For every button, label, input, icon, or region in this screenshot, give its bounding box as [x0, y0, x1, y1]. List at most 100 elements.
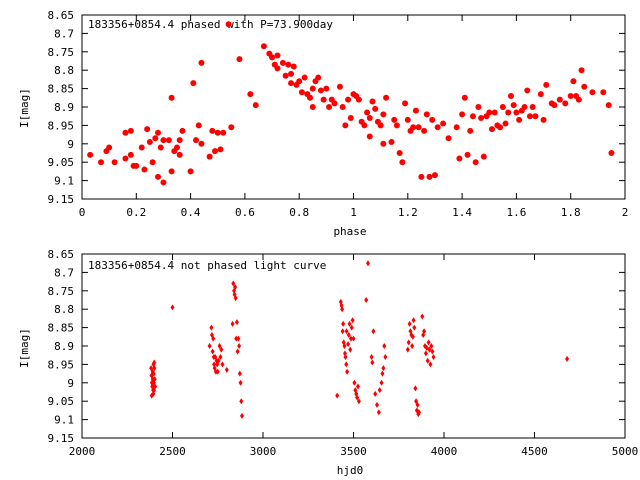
data-point [345, 368, 350, 375]
data-point [410, 333, 415, 340]
phased-chart-ylabel: I[mag] [18, 88, 31, 128]
data-point [214, 129, 221, 136]
data-point [153, 383, 158, 390]
x-tick-label: 1.8 [561, 206, 581, 219]
y-tick-label: 9.15 [48, 193, 75, 206]
data-point [224, 366, 229, 373]
data-point [581, 83, 588, 90]
data-point [373, 390, 378, 397]
data-point [210, 348, 215, 355]
data-point [187, 168, 194, 175]
data-point [469, 113, 476, 120]
data-point [464, 151, 471, 158]
y-tick-label: 9.1 [54, 175, 74, 188]
data-point [274, 65, 281, 72]
data-point [396, 150, 403, 156]
x-tick-label: 0.8 [289, 206, 309, 219]
data-point [415, 124, 422, 131]
data-point [233, 295, 238, 302]
data-point [309, 85, 316, 92]
data-point [521, 104, 528, 110]
data-point [133, 162, 140, 169]
x-tick-label: 2 [622, 206, 629, 219]
data-point [488, 126, 495, 133]
data-point [342, 122, 349, 129]
phased-chart-xlabel: phase [333, 225, 366, 238]
data-point [478, 115, 485, 122]
data-point [215, 368, 220, 375]
data-point [315, 74, 322, 81]
data-point [365, 260, 370, 267]
unphased-chart-xlabel: hjd0 [337, 464, 364, 477]
x-tick-label: 3000 [250, 445, 277, 458]
data-point [361, 122, 368, 129]
data-point [472, 159, 479, 166]
data-point [160, 179, 167, 186]
data-point [342, 343, 347, 349]
data-point [371, 328, 376, 335]
x-tick-label: 2000 [69, 445, 96, 458]
data-point [382, 343, 387, 349]
data-point [578, 67, 585, 74]
data-point [237, 343, 242, 349]
data-point [567, 92, 574, 99]
data-point [326, 104, 333, 110]
data-point [343, 354, 348, 361]
data-point [412, 324, 417, 331]
data-point [155, 173, 162, 180]
data-point [431, 172, 438, 179]
data-point [575, 96, 582, 103]
unphased-chart-title: 183356+0854.4 not phased light curve [88, 259, 326, 272]
data-point [168, 94, 175, 101]
data-point [288, 70, 295, 77]
data-point [426, 173, 433, 180]
y-tick-label: 8.95 [48, 358, 75, 371]
data-point [317, 87, 324, 94]
data-point [216, 357, 221, 364]
data-point [380, 111, 387, 118]
x-tick-label: 1.2 [398, 206, 418, 219]
x-tick-label: 4500 [521, 445, 548, 458]
y-tick-label: 9.05 [48, 395, 75, 408]
data-point [127, 127, 134, 134]
data-point [431, 354, 436, 361]
data-point [206, 153, 213, 160]
data-point [355, 96, 362, 103]
data-point [356, 398, 361, 405]
data-point [238, 379, 243, 386]
data-point [149, 392, 154, 399]
data-point [540, 116, 547, 123]
data-point [467, 127, 474, 134]
x-tick-label: 0.2 [126, 206, 146, 219]
data-point [347, 320, 352, 327]
data-point [404, 116, 411, 123]
y-tick-label: 8.7 [54, 27, 74, 40]
data-point [220, 361, 225, 368]
data-point [236, 335, 241, 342]
data-point [233, 284, 238, 291]
data-point [176, 151, 183, 158]
y-tick-label: 8.85 [48, 83, 75, 96]
x-tick-label: 0.6 [235, 206, 255, 219]
data-point [366, 133, 373, 140]
y-tick-label: 9.15 [48, 432, 75, 445]
data-point [141, 166, 148, 173]
data-point [366, 115, 373, 122]
data-point [122, 155, 129, 162]
data-point [211, 335, 216, 342]
data-point [157, 144, 164, 151]
data-point [510, 102, 517, 109]
data-point [170, 304, 175, 311]
data-point [427, 346, 432, 353]
data-point [106, 144, 113, 151]
data-point [346, 331, 351, 338]
data-point [423, 111, 430, 118]
data-point [235, 348, 240, 355]
data-point [290, 63, 297, 70]
y-tick-label: 8.65 [48, 9, 75, 22]
data-point [499, 104, 506, 110]
data-point [418, 173, 425, 180]
data-point [372, 105, 379, 112]
y-tick-label: 9.1 [54, 414, 74, 427]
